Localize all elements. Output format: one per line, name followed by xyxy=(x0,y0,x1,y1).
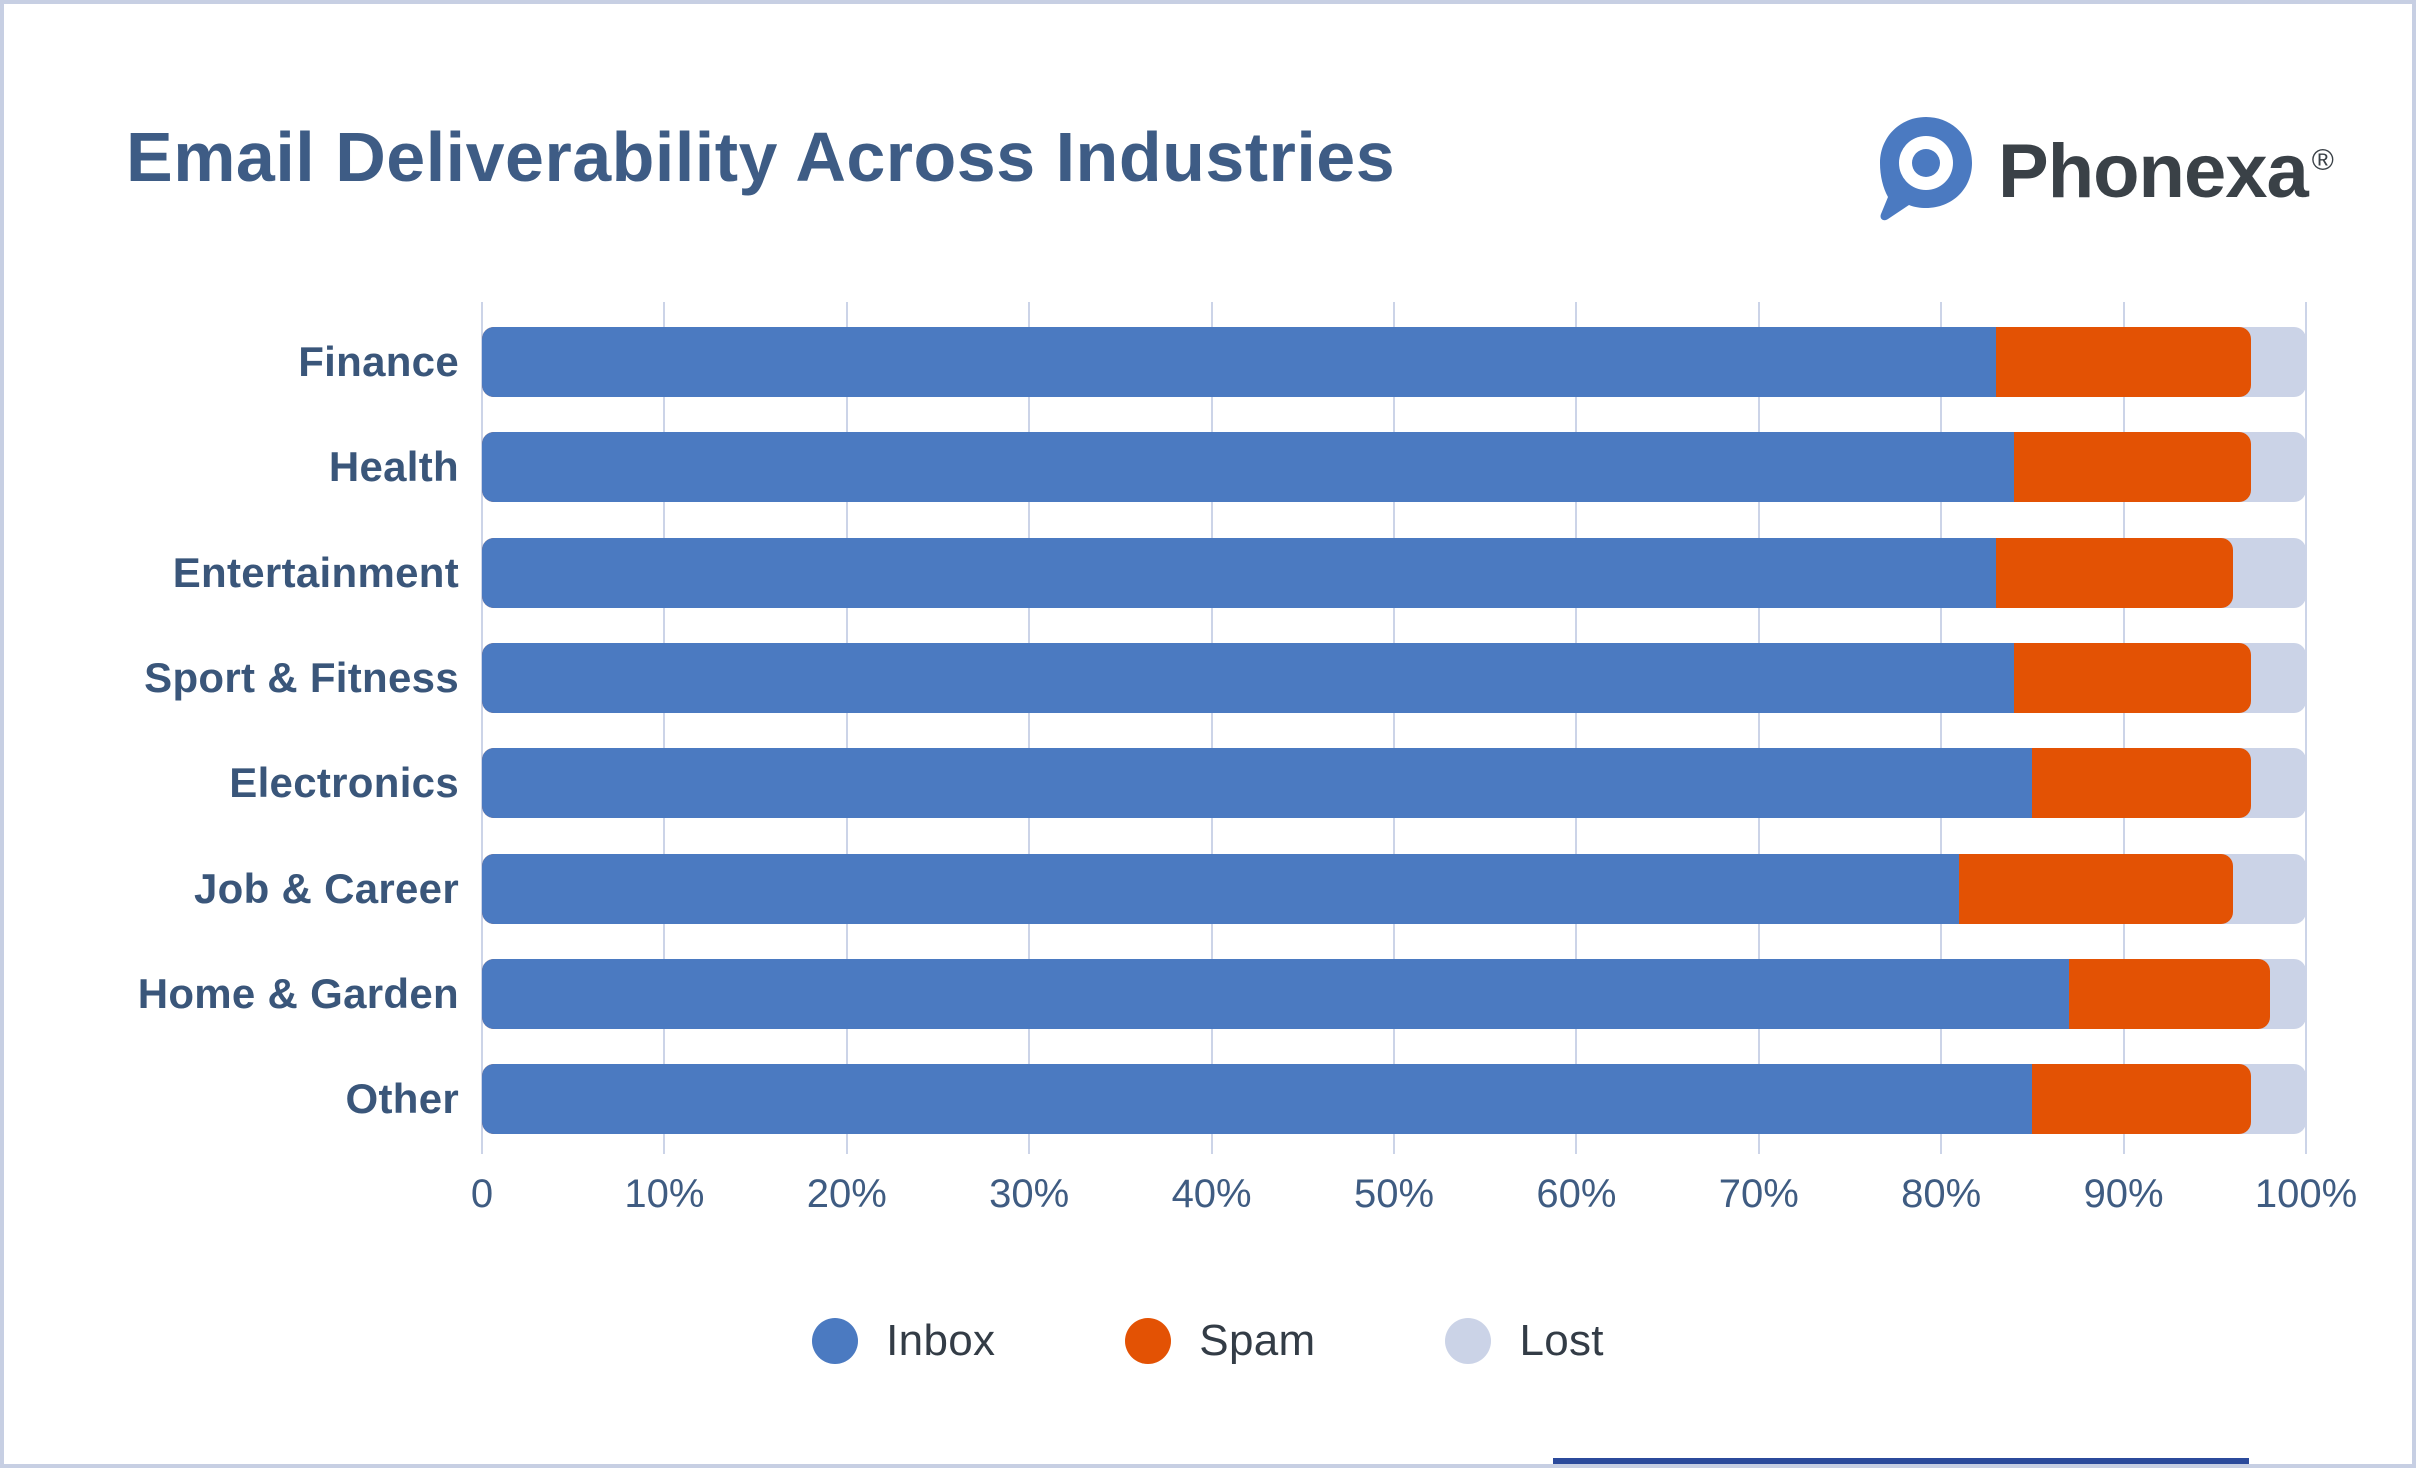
x-tick-label: 0 xyxy=(470,1172,494,1216)
legend-item-spam: Spam xyxy=(1125,1316,1315,1366)
bar-row xyxy=(482,748,2306,819)
bar-segment-inbox xyxy=(482,537,1996,608)
bar-row xyxy=(482,537,2306,608)
x-tick-label: 40% xyxy=(1171,1172,1252,1216)
legend-swatch-spam xyxy=(1125,1318,1172,1364)
x-tick-label: 50% xyxy=(1353,1172,1435,1216)
x-tick-label: 20% xyxy=(806,1172,887,1216)
x-tick-label: 70% xyxy=(1718,1172,1799,1216)
registered-trademark: ® xyxy=(2311,144,2334,178)
bar-row xyxy=(482,327,2306,397)
chart-title: Email Deliverability Across Industries xyxy=(126,118,1396,196)
bar-segment-inbox xyxy=(482,432,2015,503)
bar-segment-inbox xyxy=(482,327,1996,397)
legend-label: Lost xyxy=(1519,1316,1604,1365)
x-tick-label: 30% xyxy=(989,1172,1070,1216)
bar-row xyxy=(482,958,2306,1029)
category-label: Electronics xyxy=(229,759,459,807)
category-label: Finance xyxy=(298,338,459,385)
category-label: Health xyxy=(328,443,459,491)
category-label: Job & Career xyxy=(193,864,459,912)
gridline xyxy=(1940,302,1943,1154)
legend-swatch-inbox xyxy=(812,1318,859,1364)
brand-wordmark: Phonexa ® xyxy=(1998,128,2334,214)
value-axis: 0 10% 20% 30% 40% 50% 60% 70% 80% 90% 100% xyxy=(471,1172,2357,1232)
gridline xyxy=(1393,302,1395,1154)
bar-segment-inbox xyxy=(482,1064,2033,1135)
gridline xyxy=(1210,302,1213,1154)
gridline xyxy=(845,302,848,1154)
legend-item-lost: Lost xyxy=(1445,1316,1604,1366)
x-tick-label: 10% xyxy=(624,1172,705,1216)
x-tick-label: 60% xyxy=(1536,1172,1617,1216)
category-label: Entertainment xyxy=(172,548,459,596)
category-label: Sport & Fitness xyxy=(144,653,459,701)
gridline xyxy=(481,302,483,1154)
brand-logo: Phonexa ® xyxy=(1876,116,2356,226)
legend-label: Inbox xyxy=(886,1316,996,1365)
bar-segment-inbox xyxy=(482,748,2033,819)
category-label: Home & Garden xyxy=(137,969,459,1017)
gridline xyxy=(1028,302,1031,1154)
bottom-edge-partial-element xyxy=(1553,1458,2249,1464)
legend-label: Spam xyxy=(1199,1316,1316,1365)
bar-segment-inbox xyxy=(482,958,2069,1029)
legend: Inbox Spam Lost xyxy=(4,1316,2412,1366)
plot-area xyxy=(481,302,2307,1154)
phonexa-pin-icon xyxy=(1880,117,1972,221)
category-label: Other xyxy=(345,1075,459,1123)
bar-row xyxy=(482,1064,2306,1135)
gridline xyxy=(663,302,666,1154)
gridline xyxy=(1575,302,1578,1154)
legend-swatch-lost xyxy=(1445,1318,1492,1364)
bar-row xyxy=(482,853,2306,924)
gridline xyxy=(2122,302,2125,1154)
category-axis: Finance Health Entertainment Sport & Fitnes… xyxy=(4,302,459,1154)
legend-item-inbox: Inbox xyxy=(812,1316,995,1366)
gridline xyxy=(2305,302,2307,1154)
bar-segment-inbox xyxy=(482,853,1960,924)
x-tick-label: 90% xyxy=(2083,1172,2164,1216)
bar-segment-inbox xyxy=(482,642,2015,713)
bar-row xyxy=(482,642,2306,713)
gridline xyxy=(1757,302,1760,1154)
x-tick-label: 80% xyxy=(1901,1172,1982,1216)
x-tick-label: 100% xyxy=(2254,1172,2358,1216)
bar-row xyxy=(482,432,2306,503)
